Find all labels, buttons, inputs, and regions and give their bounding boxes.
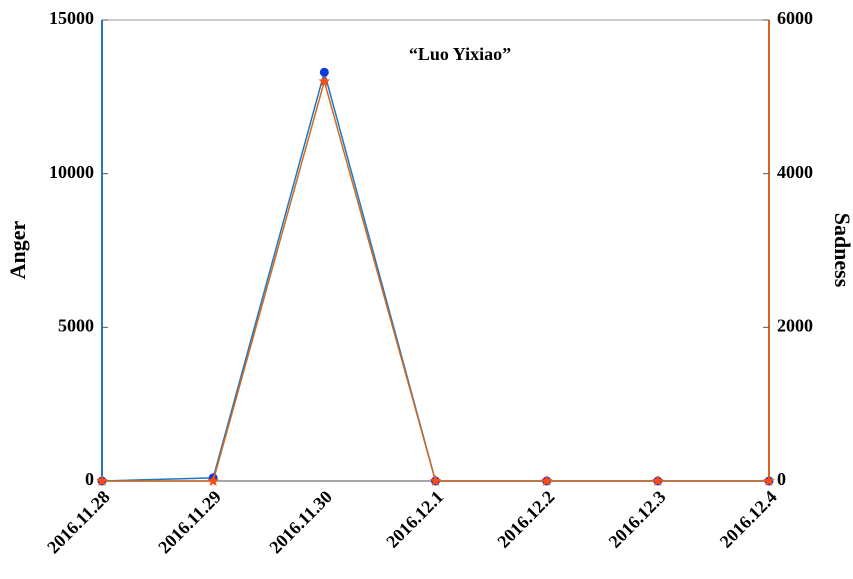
x-tick-label: 2016.11.30 bbox=[265, 487, 336, 558]
y2-tick-label: 4000 bbox=[777, 162, 813, 182]
x-tick-label: 2016.11.29 bbox=[154, 487, 225, 558]
x-tick-label: 2016.12.2 bbox=[493, 487, 558, 552]
y2-tick-label: 0 bbox=[777, 469, 786, 489]
y-tick-label: 0 bbox=[85, 469, 94, 489]
x-tick-label: 2016.12.4 bbox=[716, 487, 781, 552]
marker bbox=[429, 475, 442, 486]
y-tick-label: 10000 bbox=[49, 162, 94, 182]
marker bbox=[652, 475, 664, 486]
chart-title: “Luo Yixiao” bbox=[409, 44, 511, 64]
x-tick-label: 2016.12.3 bbox=[605, 487, 670, 552]
y2-tick-label: 6000 bbox=[777, 8, 813, 28]
y-tick-label: 15000 bbox=[49, 8, 94, 28]
y2-tick-label: 2000 bbox=[777, 315, 813, 335]
x-tick-label: 2016.12.1 bbox=[382, 487, 447, 552]
marker bbox=[96, 475, 108, 486]
x-tick-label: 2016.11.28 bbox=[43, 487, 114, 558]
marker bbox=[318, 75, 330, 87]
marker bbox=[207, 475, 219, 486]
y2-axis-label: Sadness bbox=[830, 213, 853, 288]
marker bbox=[541, 475, 553, 486]
y-axis-label: Anger bbox=[5, 220, 30, 279]
marker bbox=[763, 475, 775, 486]
series-line bbox=[102, 78, 769, 482]
marker bbox=[319, 67, 329, 77]
series-line bbox=[101, 69, 769, 482]
y-tick-label: 5000 bbox=[58, 315, 94, 335]
